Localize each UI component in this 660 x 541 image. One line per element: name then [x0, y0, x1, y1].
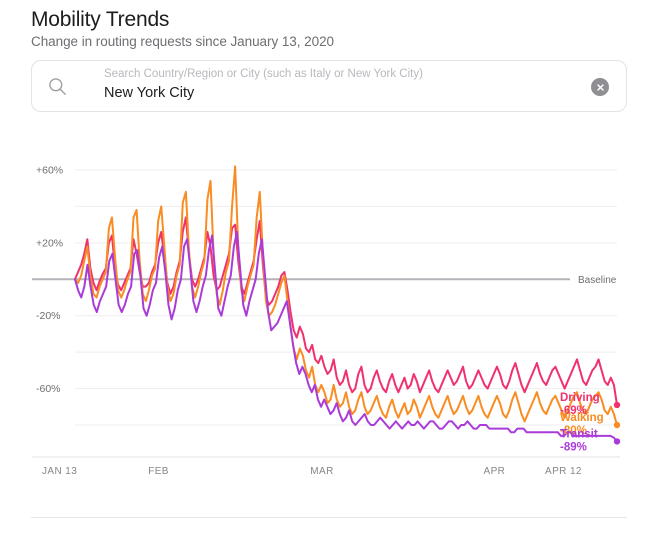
series-line-transit: [74, 230, 618, 443]
chart-series: [74, 165, 621, 445]
chart-legend: Driving-69%Walking-80%Transit-89%: [560, 392, 604, 453]
x-axis-tick-label: MAR: [310, 466, 333, 477]
search-input[interactable]: [104, 85, 534, 101]
y-axis-tick-label: -60%: [36, 383, 61, 395]
baseline-label: Baseline: [578, 275, 617, 286]
page-subtitle: Change in routing requests since January…: [31, 34, 335, 49]
legend-label-driving: Driving: [560, 392, 600, 404]
x-axis-tick-label: FEB: [148, 466, 169, 477]
series-line-walking: [74, 165, 618, 426]
chart-x-axis-labels: JAN 13 FEB MAR APR APR 12: [32, 456, 620, 477]
clear-icon[interactable]: [591, 78, 609, 96]
page-title: Mobility Trends: [31, 8, 170, 31]
legend-value-walking: -80%: [560, 425, 587, 437]
chart-gridlines: [75, 169, 617, 426]
legend-label-walking: Walking: [560, 412, 604, 424]
chart-y-axis-labels: +60% +20% -20% -60%: [36, 165, 63, 396]
bottom-divider: [31, 517, 627, 518]
mobility-chart: Baseline +60% +20% -20% -60% Driving -69% Wal…: [0, 130, 660, 490]
x-axis-tick-label: APR: [484, 466, 506, 477]
search-icon: [48, 77, 67, 96]
search-placeholder-label: Search Country/Region or City (such as I…: [104, 68, 423, 80]
legend-label-transit: Transit: [560, 428, 598, 440]
y-axis-tick-label: +60%: [36, 165, 63, 177]
search-box[interactable]: Search Country/Region or City (such as I…: [31, 60, 627, 112]
legend-value-transit: -89%: [560, 441, 587, 453]
chart-baseline: Baseline: [32, 275, 617, 286]
series-endpoint-walking: [613, 421, 621, 429]
y-axis-tick-label: +20%: [36, 237, 63, 249]
series-endpoint-transit: [613, 438, 621, 445]
series-endpoint-driving: [613, 401, 621, 409]
x-axis-tick-label: APR 12: [545, 466, 582, 477]
x-axis-tick-label: JAN 13: [42, 466, 77, 477]
legend-value-driving: -69%: [560, 405, 587, 417]
y-axis-tick-label: -20%: [36, 310, 61, 322]
